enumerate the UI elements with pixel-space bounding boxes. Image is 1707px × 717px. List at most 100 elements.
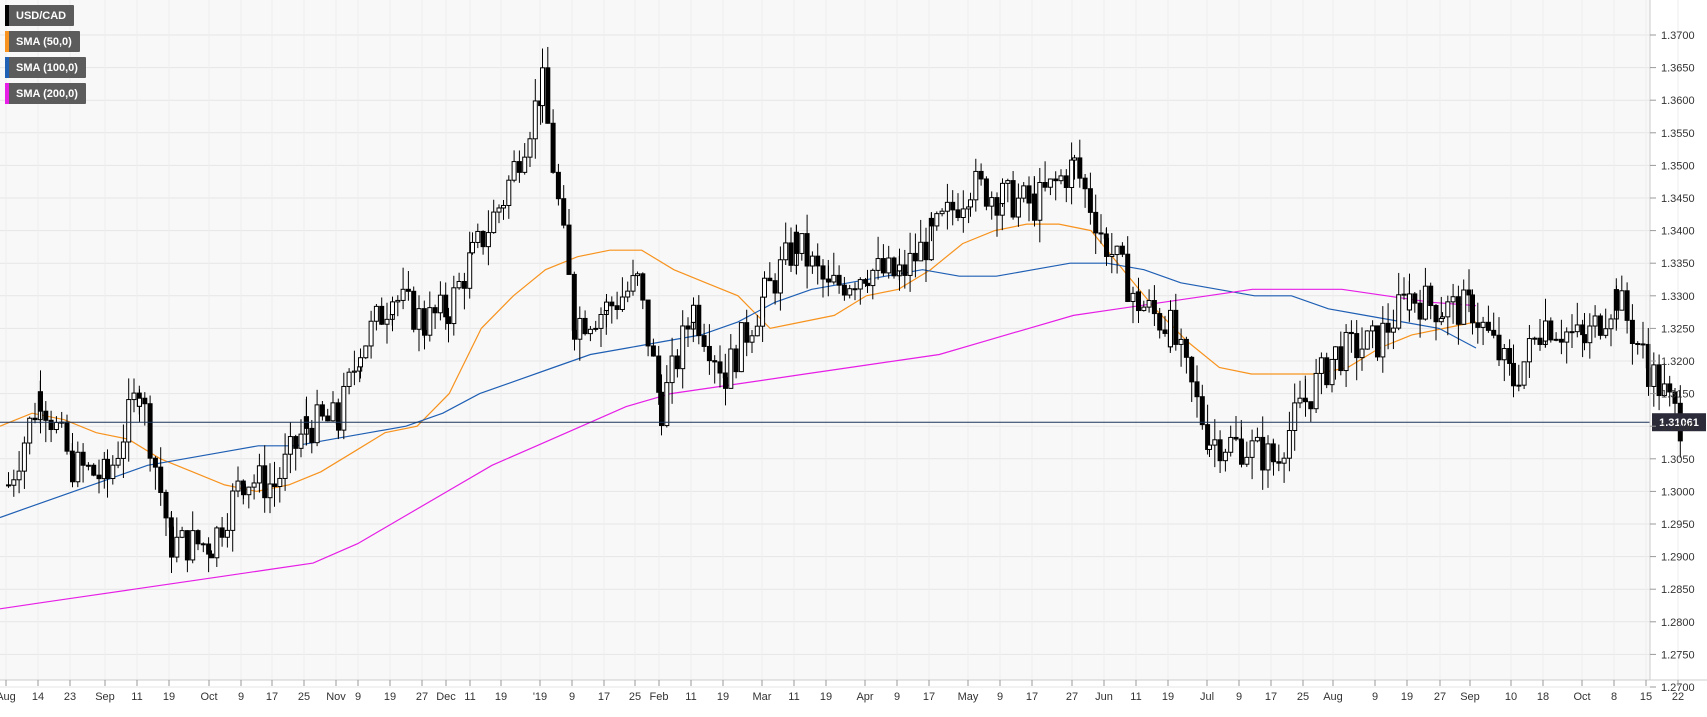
candle-body xyxy=(53,422,59,431)
candle-body xyxy=(1532,337,1538,340)
candle-body xyxy=(960,208,966,219)
candle-body xyxy=(907,252,913,276)
sma-line-1 xyxy=(0,262,1477,519)
candle-body xyxy=(691,304,696,323)
legend-item-sma200[interactable]: SMA (200,0) xyxy=(5,83,86,104)
candle-body xyxy=(664,382,670,427)
candle-body xyxy=(1276,461,1282,464)
candle-body xyxy=(163,491,169,519)
candle-body xyxy=(358,357,363,368)
y-tick-label: 1.3350 xyxy=(1661,258,1695,270)
legend-item-usdcad[interactable]: USD/CAD xyxy=(5,5,75,26)
candle-body xyxy=(1222,451,1228,462)
candle-body xyxy=(1375,325,1380,358)
candle-body xyxy=(1635,343,1641,346)
legend-item-sma100[interactable]: SMA (100,0) xyxy=(5,57,86,78)
candle-body xyxy=(251,482,257,488)
candle-body xyxy=(319,404,325,417)
candle-body xyxy=(272,483,277,488)
candle-body xyxy=(1354,333,1360,359)
candle-body xyxy=(480,230,486,248)
candle-body xyxy=(341,385,347,431)
legend-label-usdcad: USD/CAD xyxy=(16,9,67,22)
candle-body xyxy=(522,156,528,173)
y-tick-label: 1.3600 xyxy=(1661,95,1695,107)
candle-body xyxy=(598,314,604,329)
candle-body xyxy=(978,170,984,180)
candle-body xyxy=(722,372,728,379)
candle-body xyxy=(384,318,390,325)
candle-body xyxy=(70,453,75,483)
x-tick-label: May xyxy=(958,691,979,703)
candle-body xyxy=(475,230,481,243)
candle-body xyxy=(27,417,33,444)
x-tick-label: 19 xyxy=(717,691,729,703)
candle-body xyxy=(1582,334,1587,344)
candle-body xyxy=(1087,188,1093,213)
candle-body xyxy=(1173,309,1179,345)
sma-line-2 xyxy=(0,288,1477,610)
candle-body xyxy=(630,275,636,292)
x-tick-label: 9 xyxy=(569,691,575,703)
candle-body xyxy=(767,277,773,282)
candle-body xyxy=(230,490,236,531)
candle-body xyxy=(174,536,180,558)
candle-body xyxy=(1082,177,1088,190)
candle-body xyxy=(416,308,422,330)
candle-body xyxy=(1228,436,1234,453)
candle-body xyxy=(1548,320,1554,341)
candle-body xyxy=(400,288,406,301)
x-tick-label: Jul xyxy=(1200,691,1214,703)
x-tick-label: 11 xyxy=(464,691,475,703)
candle-body xyxy=(427,307,433,336)
candle-body xyxy=(847,288,853,296)
legend-swatch-sma50 xyxy=(5,31,9,52)
candle-body xyxy=(1516,384,1522,387)
candle-body xyxy=(1651,364,1657,387)
candle-body xyxy=(1619,290,1625,311)
candle-body xyxy=(496,207,502,213)
candle-body xyxy=(788,242,794,266)
x-tick-label: Aug xyxy=(0,691,16,703)
candle-body xyxy=(1574,324,1580,333)
candle-body xyxy=(437,294,443,314)
candle-body xyxy=(1146,300,1152,308)
x-tick-label: 11 xyxy=(788,691,799,703)
x-tick-label: 27 xyxy=(1434,691,1446,703)
candle-body xyxy=(744,322,750,343)
legend-swatch-usdcad xyxy=(5,5,9,26)
y-tick-label: 1.3550 xyxy=(1661,128,1695,140)
candle-body xyxy=(955,209,961,219)
candle-body xyxy=(1114,245,1120,256)
candle-body xyxy=(640,273,646,301)
candle-body xyxy=(1564,331,1570,343)
candle-body xyxy=(351,370,357,373)
x-tick-label: Oct xyxy=(200,691,217,703)
candle-body xyxy=(912,252,918,262)
x-tick-label: 19 xyxy=(1401,691,1413,703)
candle-body xyxy=(277,477,283,488)
candle-body xyxy=(1178,338,1184,345)
candle-body xyxy=(1119,245,1125,255)
candle-body xyxy=(685,325,691,330)
candle-body xyxy=(1058,175,1064,182)
candle-body xyxy=(48,419,54,431)
x-tick-label: 25 xyxy=(298,691,310,703)
candle-body xyxy=(461,280,467,289)
candle-body xyxy=(593,327,599,330)
candle-body xyxy=(137,397,142,407)
legend-item-sma50[interactable]: SMA (50,0) xyxy=(5,31,80,52)
candle-body xyxy=(532,100,538,140)
candle-body xyxy=(1417,302,1423,320)
candle-body xyxy=(1136,291,1141,312)
candle-body xyxy=(1265,443,1271,471)
candle-body xyxy=(656,355,662,393)
candle-body xyxy=(470,241,475,254)
candle-body xyxy=(485,232,491,248)
candle-body xyxy=(330,402,336,422)
candle-body xyxy=(561,198,567,226)
x-tick-label: 17 xyxy=(266,691,278,703)
candle-body xyxy=(1396,294,1402,329)
candle-body xyxy=(158,466,164,493)
candle-body xyxy=(1466,289,1472,296)
